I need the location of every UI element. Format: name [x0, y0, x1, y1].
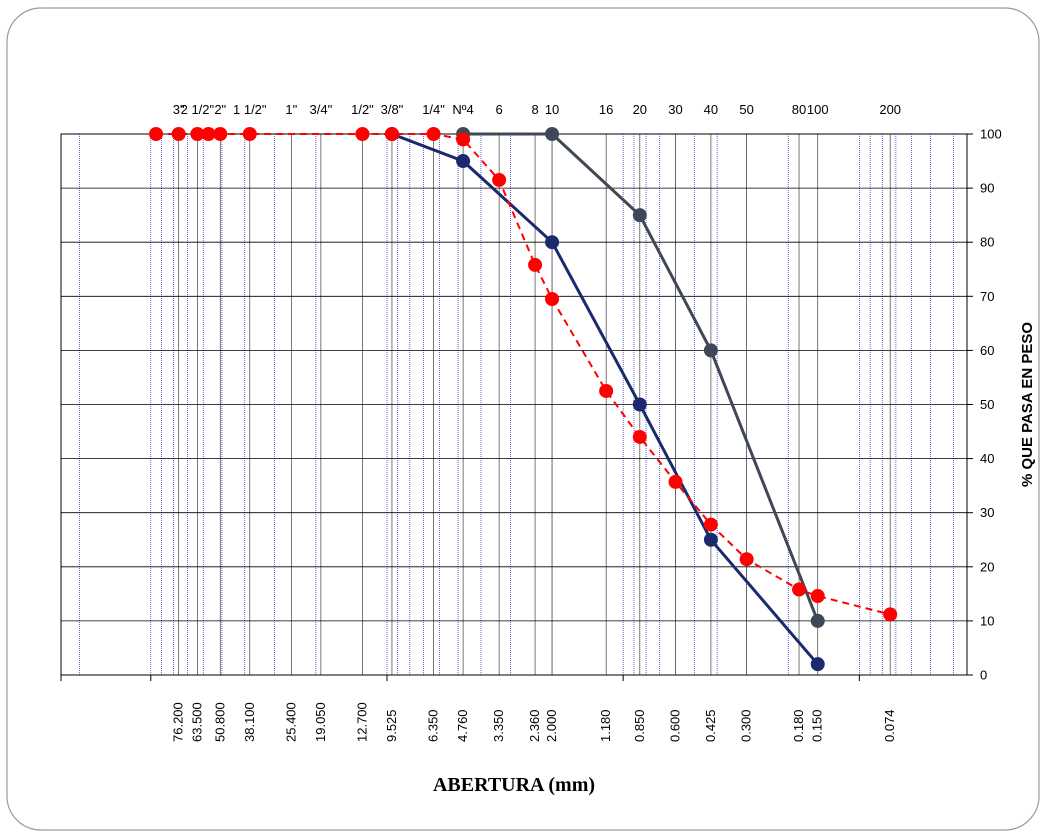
series-2-point [242, 127, 257, 141]
sieve-name-label: 16 [599, 102, 613, 117]
sieve-opening-label: 0.150 [810, 709, 825, 742]
sieve-opening-label: 9.525 [384, 709, 399, 742]
series-2-point [545, 292, 560, 307]
series-2-point [384, 127, 399, 141]
sieve-name-label: 3/4" [310, 102, 333, 117]
y-tick-label: 30 [980, 505, 994, 520]
sieve-opening-label: 0.300 [739, 709, 754, 742]
sieve-opening-label: 6.350 [426, 709, 441, 742]
series-0-point [810, 657, 825, 672]
series-1-point [545, 127, 560, 141]
sieve-opening-label: 0.850 [632, 709, 647, 742]
series-2-point [213, 127, 228, 141]
series-2-point [599, 383, 614, 398]
sieve-opening-label: 63.500 [189, 702, 204, 742]
sieve-name-label: 3/8" [381, 102, 404, 117]
series-2-point [492, 172, 507, 187]
sieve-name-label: 6 [496, 102, 503, 117]
series-2-point [632, 429, 647, 444]
y-tick-label: 0 [980, 668, 987, 683]
series-2-point [810, 589, 825, 604]
sieve-name-label: 50 [739, 102, 753, 117]
series-2-point [456, 132, 471, 147]
y-tick-label: 10 [980, 613, 994, 628]
series-1-point [632, 208, 647, 223]
sieve-name-label: 200 [879, 102, 901, 117]
sieve-opening-label: 3.350 [491, 709, 506, 742]
sieve-name-label: 2" [214, 102, 226, 117]
sieve-opening-label: 2.000 [544, 709, 559, 742]
y-tick-label: 20 [980, 559, 994, 574]
sieve-opening-label: 19.050 [313, 702, 328, 742]
sieve-opening-label: 2.360 [527, 709, 542, 742]
sieve-opening-label: 0.600 [668, 709, 683, 742]
sieve-opening-label: 12.700 [354, 702, 369, 742]
series-0-point [632, 397, 647, 412]
series-2-point [739, 552, 754, 567]
y-tick-label: 50 [980, 397, 994, 412]
series-2-point [355, 127, 370, 141]
sieve-opening-label: 0.180 [791, 709, 806, 742]
y-axis-title: % QUE PASA EN PESO [1019, 322, 1036, 487]
series-2-point [201, 127, 216, 141]
series-2-point [792, 582, 807, 597]
sieve-name-label: 1" [285, 102, 297, 117]
sieve-name-label: 2 1/2" [181, 102, 215, 117]
series-2-point [171, 127, 186, 141]
sieve-opening-label: 0.425 [703, 709, 718, 742]
series-2-point [668, 474, 683, 489]
y-tick-label: 70 [980, 289, 994, 304]
series-2-point [426, 127, 441, 141]
sieve-opening-label: 38.100 [242, 702, 257, 742]
sieve-opening-label: 4.760 [455, 709, 470, 742]
series-0-point [703, 532, 718, 547]
y-tick-label: 60 [980, 343, 994, 358]
sieve-name-label: Nº4 [452, 102, 473, 117]
sieve-name-label: 20 [633, 102, 647, 117]
series-2-point [528, 257, 543, 272]
series-0-point [545, 235, 560, 250]
sieve-opening-label: 1.180 [598, 709, 613, 742]
y-tick-label: 80 [980, 235, 994, 250]
grain-size-chart: 0 10 20 30 40 50 60 70 80 90 100 3" 76.200 2 1/2" 63.5… [60, 102, 1036, 796]
sieve-name-label: 8 [531, 102, 538, 117]
sieve-opening-label: 50.800 [212, 702, 227, 742]
sieve-name-label: 1/4" [422, 102, 445, 117]
series-2-point [149, 127, 164, 141]
sieve-name-label: 1/2" [351, 102, 374, 117]
series-0-point [456, 154, 471, 169]
y-tick-label: 100 [980, 127, 1002, 142]
y-tick-label: 40 [980, 451, 994, 466]
series-2-point [883, 607, 898, 622]
sieve-name-label: 3" [173, 102, 185, 117]
series-1-point [810, 613, 825, 628]
sieve-name-label: 1 1/2" [233, 102, 267, 117]
sieve-name-label: 80 [792, 102, 806, 117]
sieve-opening-label: 0.074 [882, 709, 897, 742]
y-tick-label: 90 [980, 181, 994, 196]
sieve-opening-label: 76.200 [171, 702, 186, 742]
sieve-name-label: 30 [668, 102, 682, 117]
series-2-point [703, 517, 718, 532]
sieve-opening-label: 25.400 [283, 702, 298, 742]
x-axis-title: ABERTURA (mm) [433, 774, 595, 796]
series-0-line [391, 132, 819, 666]
sieve-name-label: 40 [704, 102, 718, 117]
series-1-point [703, 343, 718, 358]
sieve-name-label: 100 [807, 102, 829, 117]
sieve-name-label: 10 [545, 102, 559, 117]
